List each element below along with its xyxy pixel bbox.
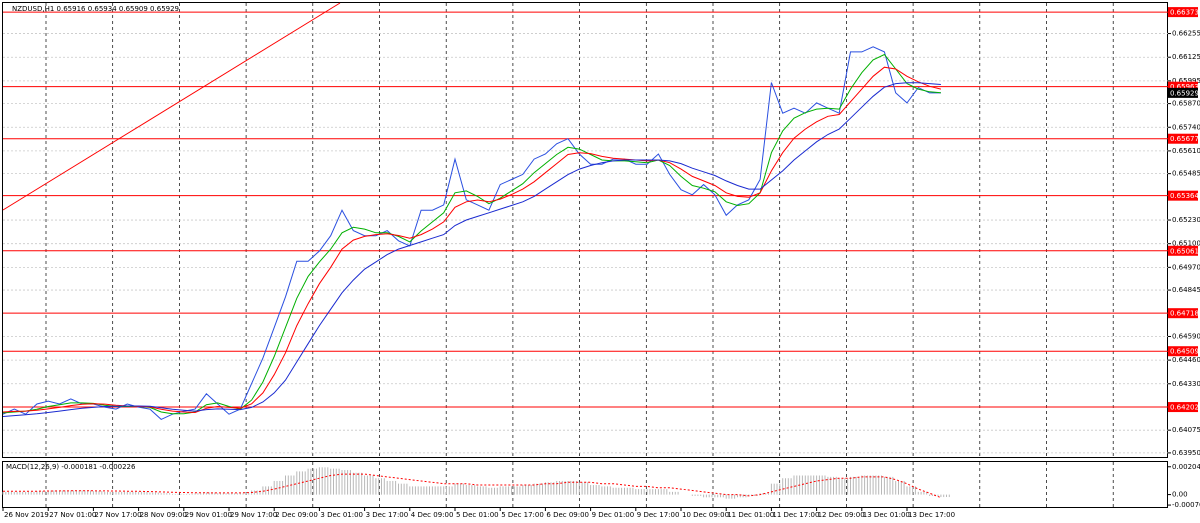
signal-line (3, 473, 942, 499)
x-tick-label: 13 Dec 17:00 (908, 511, 955, 519)
level-label-box (1168, 402, 1198, 413)
x-tick-label: 3 Dec 01:00 (320, 511, 363, 519)
x-tick-label: 12 Dec 09:00 (818, 511, 865, 519)
x-tick-label: 5 Dec 01:00 (456, 511, 499, 519)
x-tick-label: 27 Nov 01:00 (49, 511, 96, 519)
main-pane (2, 2, 1168, 458)
x-tick-label: 6 Dec 09:00 (546, 511, 589, 519)
y-tick-label: 0.64970 (1172, 263, 1200, 271)
x-tick-label: 29 Nov 17:00 (230, 511, 277, 519)
chart-title: NZDUSD,H1 0.65916 0.65934 0.65909 0.6592… (12, 5, 179, 13)
level-label-box (1168, 245, 1198, 256)
y-tick-label: 0.64845 (1172, 286, 1200, 294)
level-label-box (1168, 190, 1198, 201)
x-tick-label: 5 Dec 17:00 (501, 511, 544, 519)
moving-average (2, 53, 941, 415)
level-label-box (1168, 346, 1198, 357)
moving-average (2, 82, 941, 417)
moving-average (2, 66, 942, 414)
y-tick-label: 0.63950 (1172, 449, 1200, 457)
trend-line (2, 2, 341, 211)
plot: 0.66255 0.66125 0.65995 0.65870 0.65740 0.656… (2, 11, 1200, 519)
level-label-box (1168, 133, 1198, 144)
macd-pane (2, 461, 1168, 508)
level-label: 0.65963 (1170, 83, 1199, 91)
x-tick-label: 29 Nov 01:00 (185, 511, 232, 519)
y-tick-label: 0.65995 (1172, 77, 1200, 85)
x-tick-label: 2 Dec 09:00 (275, 511, 318, 519)
level-label: 0.65677 (1170, 135, 1199, 143)
y-tick-label: -0.000769 (1172, 501, 1200, 509)
y-tick-label: 0.66255 (1172, 30, 1200, 38)
y-tick-label: 0.66125 (1172, 53, 1200, 61)
y-tick-label: 0.65870 (1172, 100, 1200, 108)
x-tick-label: 28 Nov 09:00 (140, 511, 187, 519)
y-tick-label: 0.64590 (1172, 332, 1200, 340)
x-tick-label: 3 Dec 17:00 (366, 511, 409, 519)
x-tick-label: 9 Dec 01:00 (592, 511, 635, 519)
labels: 0.66373 0.65963 0.65677 0.65364 0.65061 0.647… (1168, 7, 1199, 413)
x-tick-label: 11 Dec 17:00 (772, 511, 819, 519)
y-tick-label: 0.00 (1172, 491, 1188, 499)
x-tick-label: 26 Nov 2019 (4, 511, 49, 519)
current-price-label: 0.65929 (1170, 89, 1199, 97)
y-tick-label: 0.65740 (1172, 123, 1200, 131)
level-label: 0.64718 (1170, 310, 1199, 318)
level-label: 0.65364 (1170, 192, 1199, 200)
level-label: 0.64202 (1170, 404, 1199, 412)
y-tick-label: 0.64460 (1172, 356, 1200, 364)
level-label-box (1168, 81, 1198, 92)
y-tick-label: 0.65100 (1172, 240, 1200, 248)
level-label-box (1168, 308, 1198, 319)
x-tick-label: 27 Nov 17:00 (94, 511, 141, 519)
x-tick-label: 4 Dec 09:00 (411, 511, 454, 519)
y-tick-label: 0.64075 (1172, 426, 1200, 434)
level-label: 0.64509 (1170, 348, 1199, 356)
price-line (2, 46, 941, 420)
level-label-box (1168, 7, 1198, 18)
x-tick-label: 13 Dec 01:00 (863, 511, 910, 519)
y-tick-label: 0.65230 (1172, 216, 1200, 224)
y-tick-label: 0.65610 (1172, 147, 1200, 155)
x-tick-label: 9 Dec 17:00 (637, 511, 680, 519)
vertical-grid (45, 3, 1114, 507)
level-label: 0.65061 (1170, 247, 1199, 255)
y-tick-label: 0.64330 (1172, 380, 1200, 388)
level-label: 0.66373 (1170, 9, 1199, 17)
macd-title: MACD(12,26,9) -0.000181 -0.000226 (6, 463, 136, 471)
x-tick-label: 11 Dec 01:00 (727, 511, 774, 519)
x-tick-label: 10 Dec 09:00 (682, 511, 729, 519)
y-tick-label: 0.00204 (1172, 463, 1200, 471)
y-tick-label: 0.65485 (1172, 170, 1200, 178)
current-price-box (1168, 87, 1198, 98)
